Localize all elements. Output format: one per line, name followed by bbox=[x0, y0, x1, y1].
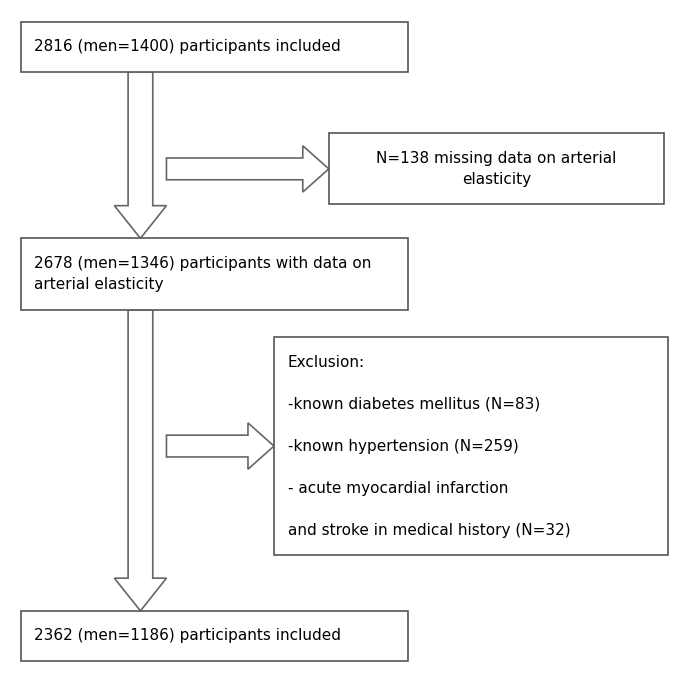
Polygon shape bbox=[166, 146, 329, 192]
Text: 2678 (men=1346) participants with data on
arterial elasticity: 2678 (men=1346) participants with data o… bbox=[34, 256, 372, 292]
FancyBboxPatch shape bbox=[21, 611, 408, 661]
Text: 2362 (men=1186) participants included: 2362 (men=1186) participants included bbox=[34, 628, 341, 644]
FancyBboxPatch shape bbox=[274, 337, 668, 555]
Text: N=138 missing data on arterial
elasticity: N=138 missing data on arterial elasticit… bbox=[377, 151, 616, 187]
Text: Exclusion:

-known diabetes mellitus (N=83)

-known hypertension (N=259)

- acut: Exclusion: -known diabetes mellitus (N=8… bbox=[288, 355, 571, 537]
Polygon shape bbox=[114, 72, 166, 238]
Polygon shape bbox=[166, 423, 274, 469]
Text: 2816 (men=1400) participants included: 2816 (men=1400) participants included bbox=[34, 39, 341, 54]
FancyBboxPatch shape bbox=[329, 133, 664, 204]
FancyBboxPatch shape bbox=[21, 238, 408, 310]
Polygon shape bbox=[114, 310, 166, 611]
FancyBboxPatch shape bbox=[21, 22, 408, 72]
